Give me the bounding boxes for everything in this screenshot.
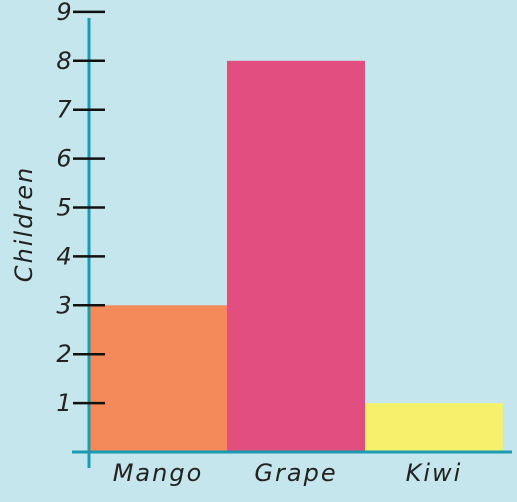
y-tick-label-8: 8 bbox=[56, 47, 71, 75]
y-tick-label-9: 9 bbox=[56, 0, 71, 26]
y-tick-label-3: 3 bbox=[56, 291, 71, 319]
bar-grape bbox=[227, 60, 365, 453]
y-ticks-group: 1 2 3 4 5 6 7 8 9 bbox=[56, 0, 105, 417]
x-category-label-grape: Grape bbox=[254, 459, 337, 487]
bars-group bbox=[89, 60, 503, 453]
bar-mango bbox=[89, 305, 227, 452]
y-tick-label-6: 6 bbox=[56, 145, 71, 173]
y-tick-label-2: 2 bbox=[56, 340, 71, 368]
y-tick-label-7: 7 bbox=[56, 96, 72, 124]
y-tick-label-4: 4 bbox=[56, 242, 71, 270]
y-tick-label-1: 1 bbox=[56, 389, 71, 417]
x-labels-group: Mango Grape Kiwi bbox=[113, 459, 463, 487]
bar-kiwi bbox=[365, 403, 503, 452]
x-category-label-kiwi: Kiwi bbox=[406, 459, 463, 487]
x-category-label-mango: Mango bbox=[113, 459, 204, 487]
y-axis-title: Children bbox=[10, 166, 38, 282]
y-tick-label-5: 5 bbox=[56, 194, 71, 222]
